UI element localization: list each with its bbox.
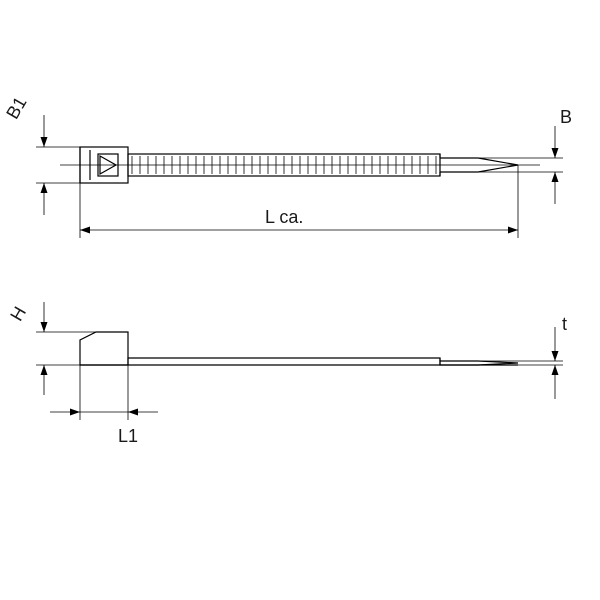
svg-text:B1: B1 (2, 93, 30, 122)
svg-text:L ca.: L ca. (265, 207, 303, 227)
svg-text:L1: L1 (118, 426, 138, 446)
cable-tie-technical-drawing: B1 B L ca. Ht L1 (0, 0, 600, 600)
svg-text:H: H (6, 303, 30, 324)
svg-text:t: t (562, 314, 567, 334)
svg-text:B: B (560, 107, 572, 127)
